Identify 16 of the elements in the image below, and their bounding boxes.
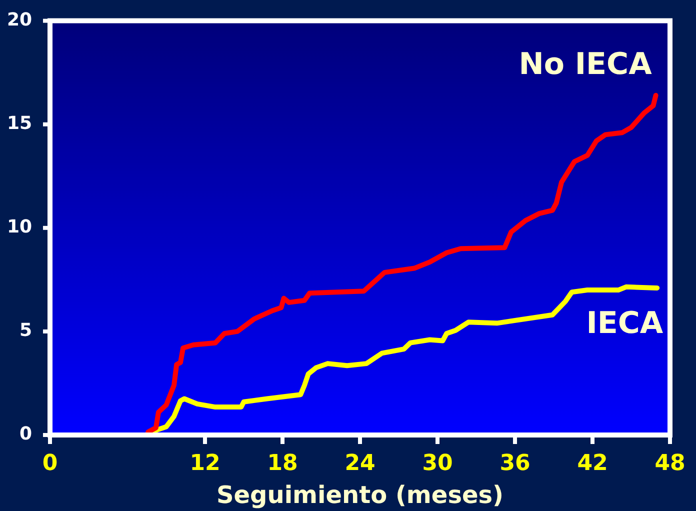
y-tick-label: 0 xyxy=(19,424,32,445)
y-tick-label: 10 xyxy=(6,216,32,238)
x-tick-label: 48 xyxy=(654,450,686,476)
x-axis-title: Seguimiento (meses) xyxy=(216,480,504,509)
x-tick-label: 42 xyxy=(577,450,608,476)
x-tick-label: 12 xyxy=(190,450,220,476)
series-label: No IECA xyxy=(518,47,653,82)
y-tick-label: 5 xyxy=(19,320,32,342)
x-tick-label: 30 xyxy=(422,450,453,476)
y-tick-label: 15 xyxy=(6,113,32,134)
x-tick-label: 36 xyxy=(500,450,530,476)
x-tick-label: 0 xyxy=(42,450,58,476)
series-label: IECA xyxy=(586,306,664,341)
y-tick-label: 20 xyxy=(6,9,32,30)
x-tick-label: 24 xyxy=(344,450,376,476)
x-tick-label: 18 xyxy=(267,450,298,476)
